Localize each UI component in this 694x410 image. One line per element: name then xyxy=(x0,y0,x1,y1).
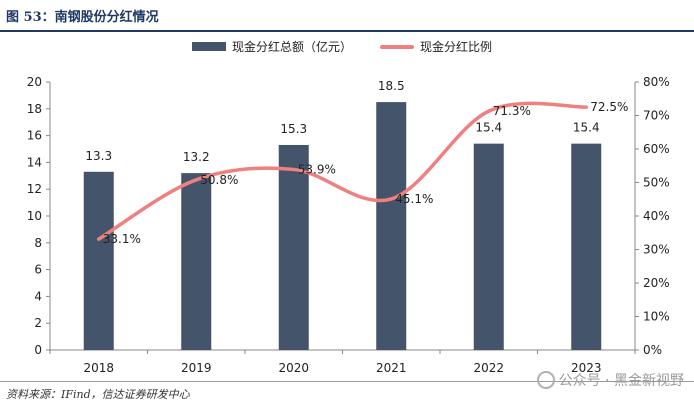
y-right-tick-label: 10% xyxy=(643,310,670,324)
title-bar: 图 53：南钢股份分红情况 xyxy=(0,0,694,32)
x-tick-label: 2020 xyxy=(278,361,309,375)
y-right-tick-label: 30% xyxy=(643,243,670,257)
bar xyxy=(278,144,309,350)
y-left-tick-label: 6 xyxy=(34,263,42,277)
legend-item-line: 现金分红比例 xyxy=(380,38,492,55)
line-data-label: 71.3% xyxy=(493,104,531,118)
y-left-tick-label: 10 xyxy=(27,209,42,223)
legend-line-swatch xyxy=(380,44,414,49)
bar-data-label: 15.3 xyxy=(280,122,307,136)
ratio-line xyxy=(97,101,588,241)
chart-legend: 现金分红总额（亿元） 现金分红比例 xyxy=(0,38,694,58)
bar xyxy=(473,143,504,350)
watermark-text: 公众号 · 黑金新视野 xyxy=(558,373,684,389)
watermark: 公众号 · 黑金新视野 xyxy=(536,370,684,390)
legend-bar-label: 现金分红总额（亿元） xyxy=(232,40,353,54)
source-divider xyxy=(0,381,694,382)
y-left-tick-label: 12 xyxy=(27,182,42,196)
y-right-tick-label: 50% xyxy=(643,176,670,190)
legend-line-label: 现金分红比例 xyxy=(420,40,493,54)
x-tick-label: 2023 xyxy=(571,361,602,375)
y-right-tick-label: 80% xyxy=(643,75,670,89)
bar xyxy=(83,171,114,350)
y-right-tick-label: 40% xyxy=(643,209,670,223)
line-data-label: 53.9% xyxy=(298,162,336,176)
y-left-tick-label: 8 xyxy=(34,236,42,250)
line-data-label: 50.8% xyxy=(200,173,238,187)
y-left-tick-label: 4 xyxy=(34,289,42,303)
y-left-tick-label: 18 xyxy=(27,102,42,116)
bar-data-label: 13.2 xyxy=(183,150,210,164)
legend-bar-swatch xyxy=(192,42,226,51)
source-note: 资料来源：IFind，信达证券研发中心 xyxy=(6,388,190,401)
y-right-tick-label: 0% xyxy=(643,343,662,357)
bar-data-label: 18.5 xyxy=(378,79,405,93)
y-left-tick-label: 16 xyxy=(27,129,42,143)
wechat-icon xyxy=(536,371,555,389)
bar-data-label: 15.4 xyxy=(475,121,502,135)
y-right-tick-label: 70% xyxy=(643,109,670,123)
line-data-label: 33.1% xyxy=(103,232,141,246)
bar xyxy=(181,173,212,350)
line-data-label: 45.1% xyxy=(395,192,433,206)
bar-data-label: 15.4 xyxy=(573,121,600,135)
y-left-tick-label: 0 xyxy=(34,343,42,357)
combo-chart: 0 2 4 6 8 10 12 14 16 18 20 0% 10% 20% 30% 40% 50% 60% 70%… xyxy=(27,75,670,375)
legend-item-bar: 现金分红总额（亿元） xyxy=(192,38,352,55)
x-tick-label: 2022 xyxy=(473,361,504,375)
y-right-tick-label: 20% xyxy=(643,276,670,290)
bar xyxy=(571,143,602,350)
bar xyxy=(376,102,407,350)
line-data-label: 72.5% xyxy=(590,100,628,114)
y-left-tick-label: 2 xyxy=(34,316,42,330)
y-right-tick-label: 60% xyxy=(643,142,670,156)
x-tick-label: 2021 xyxy=(376,361,407,375)
x-tick-label: 2018 xyxy=(83,361,114,375)
y-left-tick-label: 20 xyxy=(27,75,42,89)
y-left-tick-label: 14 xyxy=(27,155,42,169)
x-tick-label: 2019 xyxy=(181,361,212,375)
figure-title: 图 53：南钢股份分红情况 xyxy=(6,10,159,25)
bar-data-label: 13.3 xyxy=(85,149,112,163)
